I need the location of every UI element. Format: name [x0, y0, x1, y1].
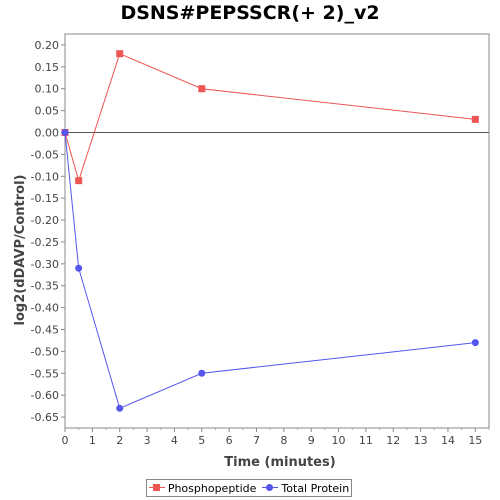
x-tick-label-7: 7: [253, 434, 260, 447]
circle-marker-icon: [262, 483, 279, 493]
series-1-point-2: [116, 404, 124, 412]
y-tick-label-14: -0.50: [31, 345, 59, 358]
x-tick-label-12: 12: [386, 434, 400, 447]
legend-item-phosphopeptide: Phosphopeptide: [148, 481, 257, 495]
y-tick-label-2: 0.10: [35, 83, 60, 96]
legend-label-phosphopeptide: Phosphopeptide: [167, 481, 257, 495]
plot-frame: [64, 33, 490, 429]
x-tick-label-0: 0: [62, 434, 69, 447]
x-tick-label-13: 13: [414, 434, 428, 447]
x-tick-label-6: 6: [226, 434, 233, 447]
y-tick-label-16: -0.60: [31, 389, 59, 402]
y-tick-label-6: -0.10: [31, 170, 59, 183]
series-1-point-0: [61, 129, 69, 136]
y-tick-label-17: -0.65: [31, 411, 59, 424]
series-0-point-2: [116, 50, 124, 58]
legend-item-total-protein: Total Protein: [262, 482, 349, 495]
series-0-point-4: [471, 115, 479, 123]
y-tick-label-5: -0.05: [31, 148, 59, 161]
series-0-point-3: [198, 85, 206, 93]
x-tick-label-14: 14: [441, 434, 455, 447]
y-tick-label-13: -0.45: [31, 324, 59, 337]
series-1-point-3: [198, 369, 206, 377]
y-tick-label-11: -0.35: [31, 280, 59, 293]
y-tick-label-10: -0.30: [31, 258, 59, 271]
x-tick-label-10: 10: [332, 434, 346, 447]
square-marker-icon: [148, 483, 165, 493]
series-1-point-1: [75, 264, 83, 272]
legend-label-total-protein: Total Protein: [281, 481, 350, 495]
x-tick-label-11: 11: [359, 434, 373, 447]
x-tick-label-2: 2: [116, 434, 123, 447]
y-tick-label-0: 0.20: [35, 39, 60, 52]
x-tick-label-1: 1: [89, 434, 96, 447]
legend: Phosphopeptide Total Protein: [146, 479, 352, 497]
y-tick-label-3: 0.05: [35, 105, 60, 118]
x-tick-label-8: 8: [280, 434, 287, 447]
chart-title: DSNS#PEPSSCR(+ 2)_v2: [120, 2, 380, 24]
x-tick-label-3: 3: [144, 434, 151, 447]
y-axis-label: log2(dDAVP/Control): [13, 175, 28, 326]
series-1-point-4: [471, 339, 479, 347]
x-axis-label: Time (minutes): [224, 455, 335, 470]
x-tick-label-4: 4: [171, 434, 178, 447]
x-tick-label-15: 15: [468, 434, 482, 447]
y-tick-label-12: -0.40: [31, 302, 59, 315]
y-tick-label-15: -0.55: [31, 367, 59, 380]
y-tick-label-1: 0.15: [35, 61, 60, 74]
y-tick-label-9: -0.25: [31, 236, 59, 249]
x-tick-label-9: 9: [308, 434, 315, 447]
y-tick-label-4: 0.00: [35, 127, 60, 140]
x-tick-label-5: 5: [198, 434, 205, 447]
y-tick-label-7: -0.15: [31, 192, 59, 205]
series-0-point-1: [75, 177, 83, 185]
y-tick-label-8: -0.20: [31, 214, 59, 227]
